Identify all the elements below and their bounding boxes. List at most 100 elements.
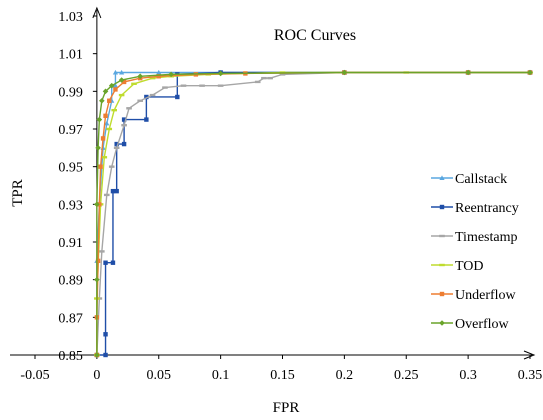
x-axis-arrow xyxy=(523,350,536,360)
data-point-callstack xyxy=(119,69,125,75)
x-tick-labels: -0.05 0 0.05 0.1 0.15 0.2 0.25 0.3 0.35 xyxy=(20,355,542,383)
data-point-reentrancy xyxy=(144,117,149,122)
y-tick-label: 0.85 xyxy=(58,349,83,364)
series-layer xyxy=(94,69,533,358)
y-axis-arrow xyxy=(92,6,102,19)
data-point-timestamp xyxy=(137,99,143,102)
legend-item-timestamp: Timestamp xyxy=(431,230,518,245)
data-point-timestamp xyxy=(199,84,205,87)
legend-item-reentrancy: Reentrancy xyxy=(431,201,519,216)
data-point-underflow xyxy=(98,164,103,169)
x-tick-label: 0.25 xyxy=(394,368,419,383)
data-point-underflow xyxy=(121,79,127,85)
y-tick-label: 0.87 xyxy=(58,311,83,326)
legend-item-callstack: Callstack xyxy=(431,172,507,187)
legend-label: Reentrancy xyxy=(455,201,519,216)
x-tick-label: 0 xyxy=(93,368,100,383)
data-point-timestamp xyxy=(99,250,105,253)
y-tick-label: 1.03 xyxy=(58,10,83,25)
data-point-underflow xyxy=(113,87,118,92)
data-point-reentrancy xyxy=(121,117,127,122)
chart-title: ROC Curves xyxy=(274,27,356,44)
data-point-overflow xyxy=(94,352,100,358)
y-tick-label: 1.01 xyxy=(58,48,83,63)
data-point-overflow xyxy=(94,276,100,283)
data-point-underflow xyxy=(100,136,106,141)
data-point-reentrancy xyxy=(110,188,116,194)
data-point-reentrancy xyxy=(114,188,119,194)
data-point-underflow xyxy=(107,98,112,103)
data-point-timestamp xyxy=(180,84,187,87)
x-tick-label: 0.15 xyxy=(270,368,295,383)
x-tick-label: 0.2 xyxy=(336,368,354,383)
data-point-tod xyxy=(118,93,125,97)
y-tick-label: 0.91 xyxy=(58,236,83,251)
x-tick-label: 0.3 xyxy=(459,368,477,383)
data-point-reentrancy xyxy=(114,141,119,147)
data-point-timestamp xyxy=(279,73,286,76)
data-point-overflow xyxy=(341,69,348,76)
data-point-reentrancy xyxy=(103,260,108,265)
y-tick-labels: 0.85 0.87 0.89 0.91 0.93 0.95 0.97 0.99 1.01 1.03 xyxy=(58,10,97,364)
data-point-overflow xyxy=(527,69,533,76)
legend-label: Overflow xyxy=(455,317,510,332)
legend-label: TOD xyxy=(455,259,484,274)
data-point-tod xyxy=(101,156,108,159)
legend-label: Callstack xyxy=(455,172,507,187)
data-point-timestamp xyxy=(103,193,110,197)
data-point-underflow xyxy=(103,113,108,119)
data-point-callstack xyxy=(112,69,119,75)
data-point-underflow xyxy=(95,258,101,264)
data-point-overflow xyxy=(108,82,115,89)
legend-item-overflow: Overflow xyxy=(431,317,510,332)
data-point-overflow xyxy=(217,70,224,77)
data-point-reentrancy xyxy=(175,94,180,100)
legend: Callstack Reentrancy Timestamp TOD Underflow… xyxy=(431,172,519,332)
series-overflow xyxy=(94,69,533,358)
legend-item-underflow: Underflow xyxy=(431,288,517,303)
data-point-reentrancy xyxy=(121,141,127,147)
legend-swatch-marker xyxy=(439,263,445,267)
data-point-timestamp xyxy=(267,76,273,80)
data-point-reentrancy xyxy=(110,260,116,265)
data-point-overflow xyxy=(96,116,103,123)
x-tick-label: 0.05 xyxy=(147,368,172,383)
legend-label: Timestamp xyxy=(455,230,518,245)
data-point-underflow xyxy=(156,74,161,79)
data-point-timestamp xyxy=(261,76,267,80)
x-tick-label: 0.1 xyxy=(212,368,230,383)
y-tick-label: 0.95 xyxy=(58,161,83,176)
data-point-timestamp xyxy=(108,165,115,168)
x-tick-label: 0.35 xyxy=(518,368,543,383)
x-axis-title: FPR xyxy=(273,400,300,416)
data-point-tod xyxy=(131,82,137,85)
data-point-reentrancy xyxy=(144,94,149,100)
data-point-tod xyxy=(149,76,156,80)
data-point-timestamp xyxy=(149,93,156,97)
y-tick-label: 0.93 xyxy=(58,198,83,213)
y-tick-label: 0.99 xyxy=(58,85,83,100)
data-point-callstack xyxy=(112,83,119,88)
y-tick-label: 0.97 xyxy=(58,123,83,138)
data-point-reentrancy xyxy=(103,332,108,337)
data-point-timestamp xyxy=(126,107,132,110)
legend-item-tod: TOD xyxy=(431,259,484,274)
legend-swatch-marker xyxy=(439,320,445,326)
y-axis-title: TPR xyxy=(10,179,26,207)
data-point-timestamp xyxy=(113,146,120,150)
data-point-overflow xyxy=(95,145,101,151)
data-point-tod xyxy=(106,127,113,131)
data-point-callstack xyxy=(156,69,162,75)
data-point-callstack xyxy=(104,120,110,126)
data-point-overflow xyxy=(94,201,100,208)
data-point-overflow xyxy=(465,69,471,76)
series-line-reentrancy xyxy=(96,71,530,356)
data-point-timestamp xyxy=(121,124,127,127)
legend-swatch-marker xyxy=(439,234,445,238)
x-tick-label: -0.05 xyxy=(20,368,49,383)
data-point-timestamp xyxy=(254,80,261,84)
data-point-tod xyxy=(111,108,117,112)
y-tick-label: 0.89 xyxy=(58,274,83,289)
legend-swatch-marker xyxy=(439,291,445,297)
